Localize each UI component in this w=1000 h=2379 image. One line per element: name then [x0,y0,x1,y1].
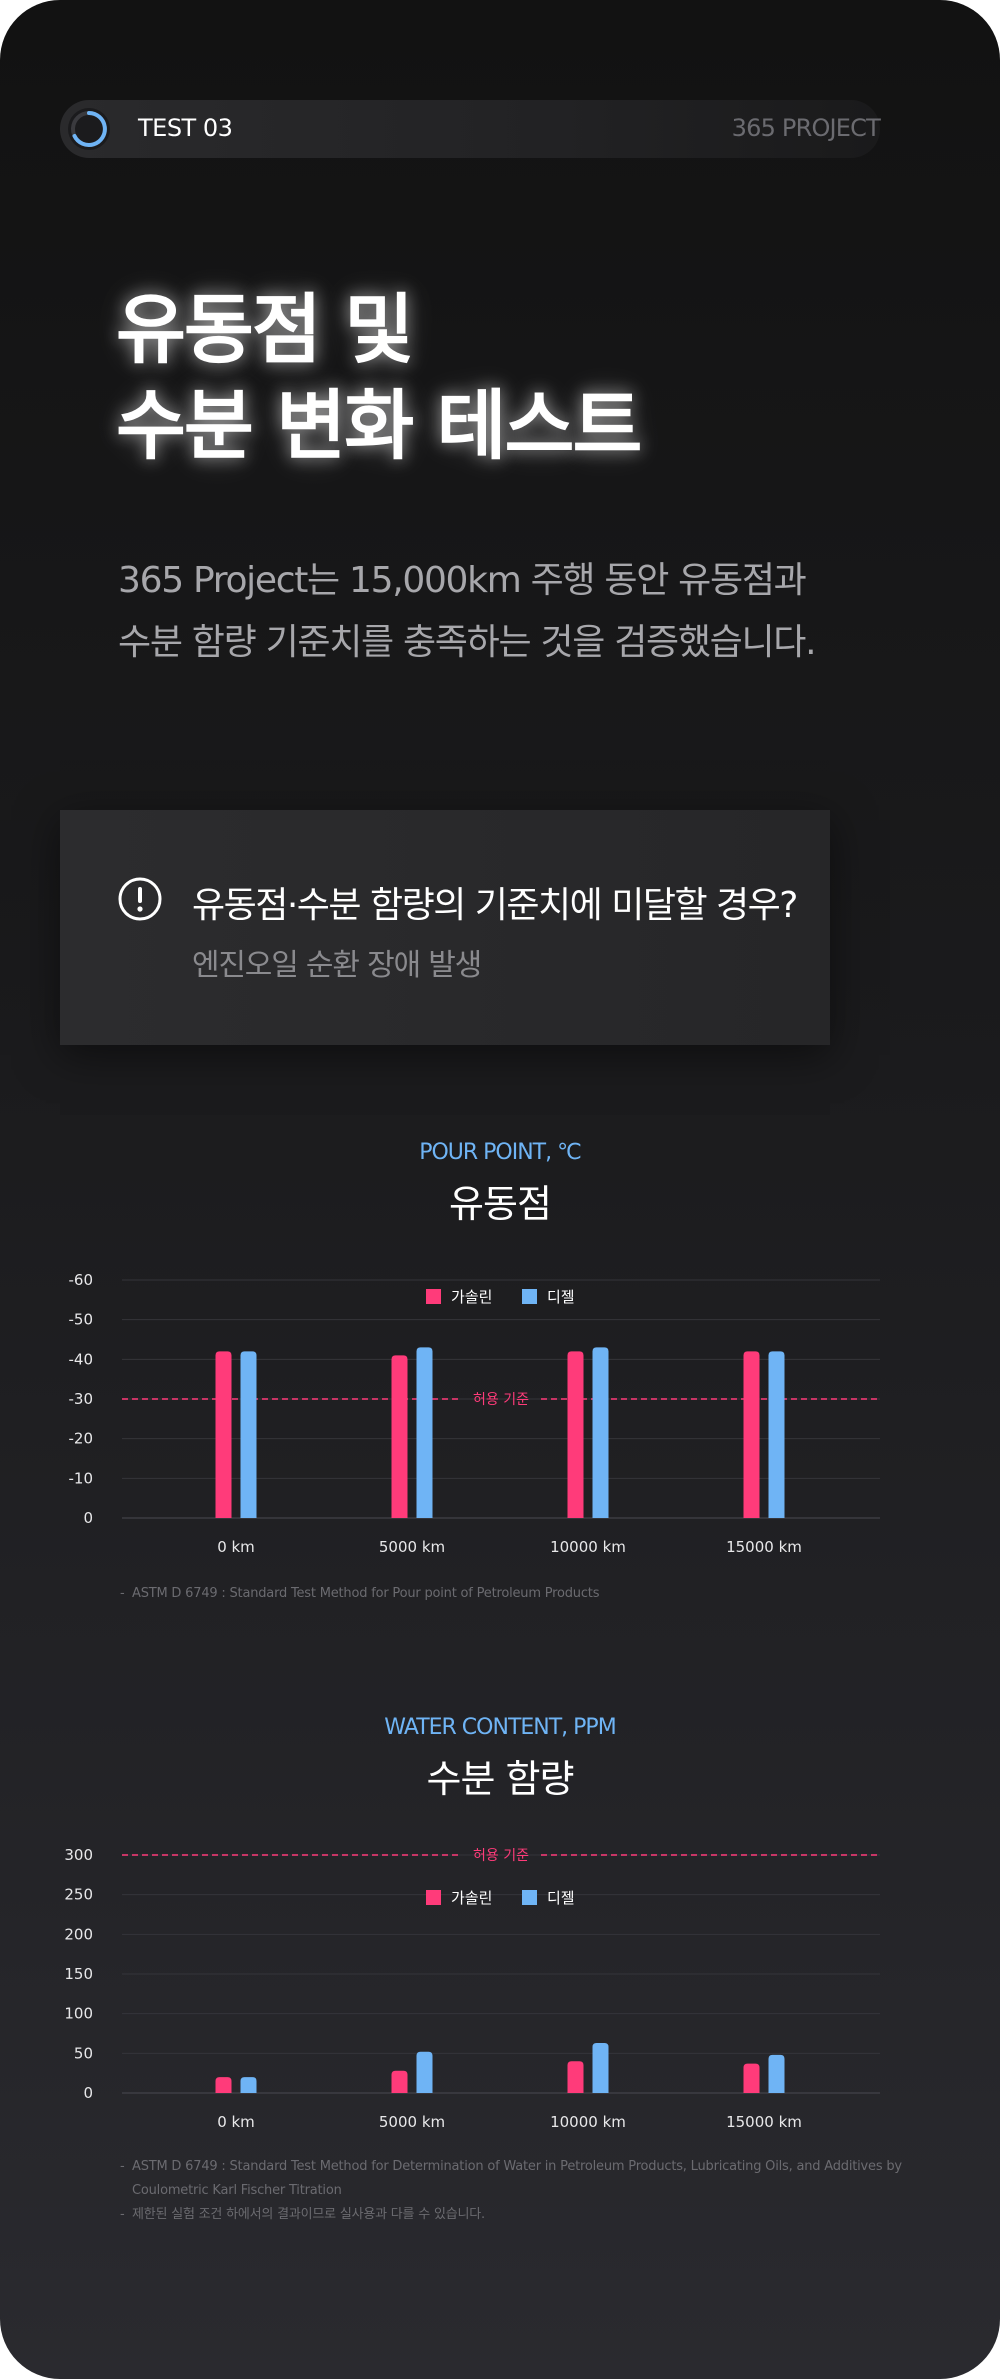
exclamation-circle-icon [118,877,162,921]
y-tick-label: 200 [64,1925,93,1943]
bar [567,2061,584,2093]
warning-box: 유동점·수분 함량의 기준치에 미달할 경우? 엔진오일 순환 장애 발생 [60,810,830,1045]
pour-point-chart: -60 -50 -40 -30 -20 -10 0 허용 기준 가솔린 디젤 0 km 5000 km… [69,1271,880,1556]
x-tick-label: 10000 km [550,2113,626,2131]
y-tick-label: -10 [69,1469,94,1487]
y-tick-label: 100 [64,2005,93,2023]
bar [743,1351,760,1518]
bar [567,1351,584,1518]
warning-question: 유동점·수분 함량의 기준치에 미달할 경우? [192,885,798,926]
threshold-label: 허용 기준 [473,1392,529,1408]
y-tick-label: 300 [64,1846,93,1864]
chart-1-title: 유동점 [449,1182,552,1226]
progress-ring-icon [68,108,110,150]
x-tick-label: 0 km [217,2113,255,2131]
y-tick-label: 0 [83,1509,93,1527]
page-title-line-2: 수분 변화 테스트 [116,381,642,470]
bar [768,2054,785,2093]
x-tick-label: 5000 km [379,1538,445,1556]
footnote: - ASTM D 6749 : Standard Test Method for … [120,1586,600,1601]
y-tick-label: 0 [83,2084,93,2102]
bar [416,1347,433,1518]
test-label: TEST 03 [138,114,233,142]
y-tick-label: 50 [74,2044,93,2062]
bar [592,2043,609,2093]
legend-label: 가솔린 [451,1288,492,1306]
x-tick-label: 0 km [217,1538,255,1556]
chart-1-eyebrow: POUR POINT, ℃ [419,1140,582,1165]
x-tick-label: 10000 km [550,1538,626,1556]
warning-answer: 엔진오일 순환 장애 발생 [192,948,482,983]
bar [240,1351,257,1518]
bar [215,2077,232,2093]
legend-swatch [426,1890,441,1905]
bar [391,1355,408,1518]
bar [743,2063,760,2093]
header-bar: TEST 03 365 PROJECT [60,100,881,158]
legend-label: 디젤 [547,1889,575,1907]
page-title-line-1: 유동점 및 [116,285,414,374]
chart-1-notes: - ASTM D 6749 : Standard Test Method for … [120,1582,960,1606]
footnote: - 제한된 실험 조건 하에서의 결과이므로 실사용과 다를 수 있습니다. [120,2207,485,2222]
threshold-label: 허용 기준 [473,1848,529,1864]
intro-text: 365 Project는 15,000km 주행 동안 유동점과 수분 함량 기… [118,550,817,674]
x-tick-label: 15000 km [726,2113,802,2131]
bar [215,1351,232,1518]
legend-swatch [426,1289,441,1304]
y-tick-label: -20 [69,1430,94,1448]
page-title: 유동점 및 수분 변화 테스트 [116,282,642,474]
y-tick-label: -50 [69,1311,94,1329]
intro-line-2: 수분 함량 기준치를 충족하는 것을 검증했습니다. [118,622,817,663]
y-tick-label: -60 [69,1271,94,1289]
bar [391,2070,408,2093]
bar [768,1351,785,1518]
y-tick-label: -40 [69,1350,94,1368]
bar [240,2077,257,2093]
footnote: - ASTM D 6749 : Standard Test Method for … [120,2159,902,2198]
y-tick-label: -30 [69,1390,94,1408]
bar [416,2051,433,2093]
legend-label: 디젤 [547,1288,575,1306]
legend-swatch [522,1890,537,1905]
legend-swatch [522,1289,537,1304]
project-label: 365 PROJECT [731,114,881,142]
chart-2-notes: - ASTM D 6749 : Standard Test Method for … [120,2155,960,2227]
y-tick-label: 250 [64,1886,93,1904]
intro-line-1: 365 Project는 15,000km 주행 동안 유동점과 [118,560,807,601]
chart-2-eyebrow: WATER CONTENT, PPM [384,1715,616,1740]
legend-label: 가솔린 [451,1889,492,1907]
x-tick-label: 5000 km [379,2113,445,2131]
chart-2-title: 수분 함량 [426,1757,575,1801]
bar [592,1347,609,1518]
x-tick-label: 15000 km [726,1538,802,1556]
y-tick-label: 150 [64,1965,93,1983]
